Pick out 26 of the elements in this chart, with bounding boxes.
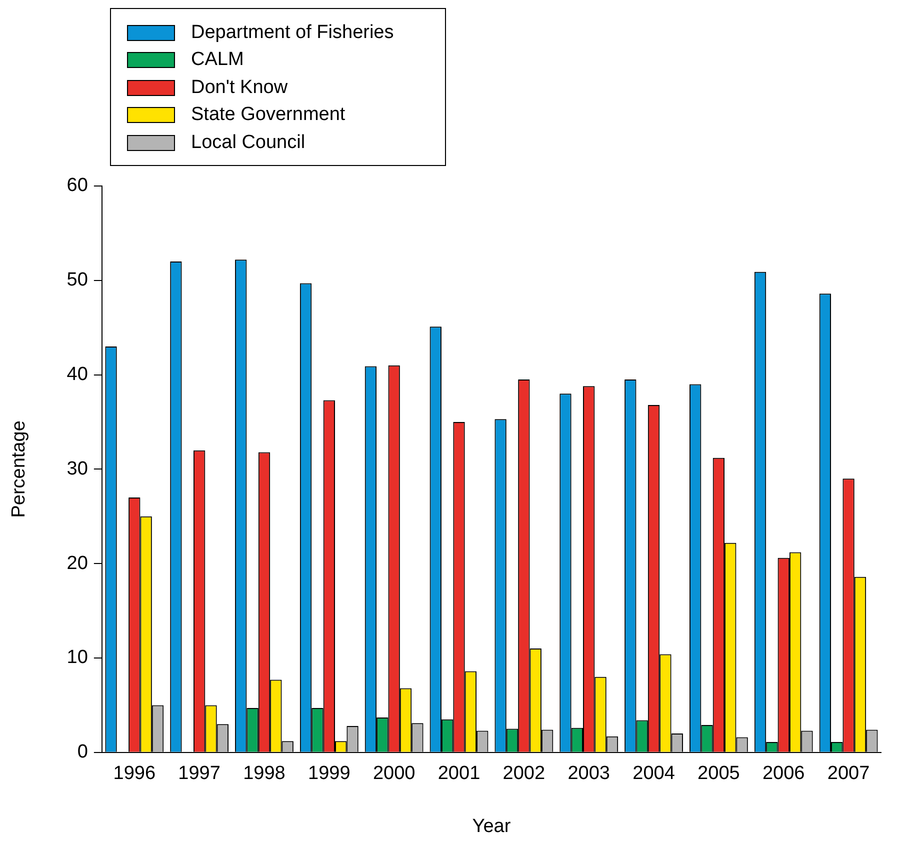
x-tick-label: 2006 xyxy=(762,763,805,784)
legend-label: State Government xyxy=(191,104,346,126)
y-tick-label: 20 xyxy=(66,552,88,574)
x-tick-label: 1997 xyxy=(178,763,220,784)
y-tick-label: 40 xyxy=(66,364,88,386)
x-tick-label: 2001 xyxy=(438,763,480,784)
x-tick-label: 1996 xyxy=(113,763,156,784)
legend-label: CALM xyxy=(191,49,244,72)
y-axis-title: Percentage xyxy=(8,420,30,518)
x-tick-label: 2003 xyxy=(568,763,610,784)
y-tick-label: 50 xyxy=(66,270,88,291)
y-tick-label: 10 xyxy=(66,647,88,668)
x-tick-label: 2002 xyxy=(502,763,546,784)
x-tick-label: 2005 xyxy=(698,763,740,784)
y-tick-label: 30 xyxy=(66,458,88,480)
legend-label: Local Council xyxy=(191,132,306,154)
x-tick-label: 2007 xyxy=(827,763,870,784)
legend-label: Department of Fisheries xyxy=(191,22,394,44)
x-axis-title: Year xyxy=(472,816,512,837)
x-tick-label: 2004 xyxy=(632,763,676,784)
x-tick-label: 1998 xyxy=(243,763,286,784)
y-tick-label: 0 xyxy=(77,742,88,763)
legend-label: Don't Know xyxy=(191,76,288,99)
x-tick-label: 2000 xyxy=(372,763,416,784)
y-tick-label: 60 xyxy=(66,175,88,196)
x-tick-label: 1999 xyxy=(308,763,350,784)
